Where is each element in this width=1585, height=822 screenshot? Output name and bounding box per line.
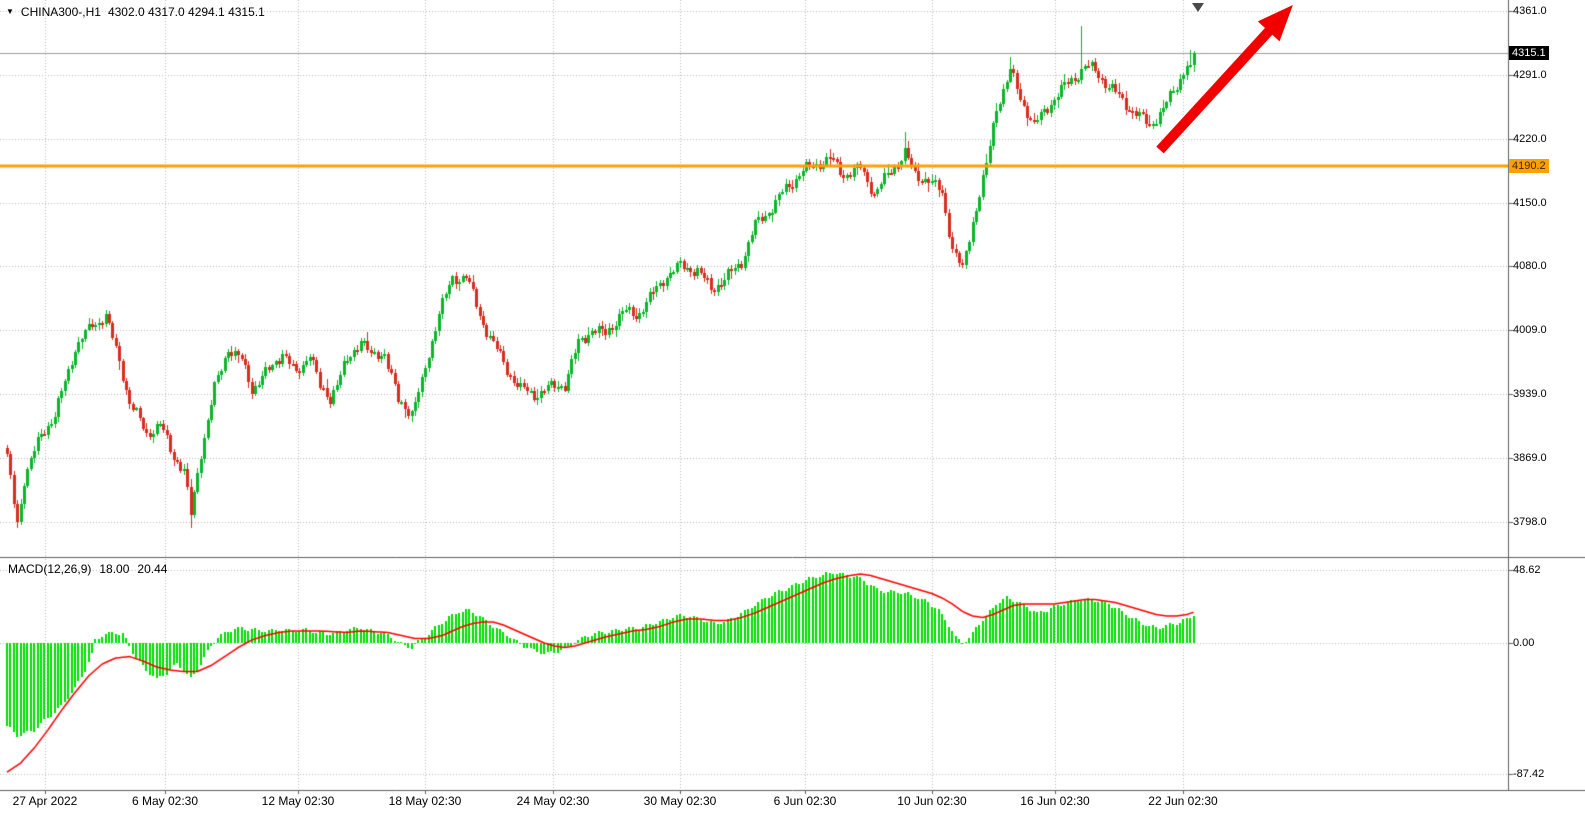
price-tick-label: 3939.0 (1513, 388, 1547, 401)
price-tick-label: 4009.0 (1513, 324, 1547, 337)
price-tick-label: 3798.0 (1513, 516, 1547, 528)
date-tick-label: 22 Jun 02:30 (1148, 794, 1218, 808)
price-tick-label: 4080.0 (1513, 260, 1547, 273)
symbol-name: CHINA300-,H1 (20, 5, 101, 19)
date-tick-label: 12 May 02:30 (261, 794, 335, 808)
date-tick-label: 24 May 02:30 (516, 794, 590, 808)
price-tick-label: 4361.0 (1513, 5, 1547, 17)
date-tick-label: 6 Jun 02:30 (773, 794, 837, 808)
price-tick-label: 4291.0 (1513, 68, 1547, 81)
date-tick-label: 16 Jun 02:30 (1020, 794, 1090, 808)
date-tick-label: 6 May 02:30 (131, 794, 199, 808)
price-tick-label: 4150.0 (1513, 196, 1547, 209)
price-tick-label: 3869.0 (1513, 451, 1547, 464)
chart-shift-icon[interactable] (1192, 3, 1204, 12)
symbol-header: ▼ CHINA300-,H1 4302.0 4317.0 4294.1 4315… (6, 5, 265, 19)
price-tick-label: 4220.0 (1513, 132, 1547, 145)
current-price-badge: 4315.1 (1509, 45, 1549, 60)
macd-label: MACD(12,26,9) (8, 562, 92, 576)
hline-price-badge: 4190.2 (1509, 159, 1549, 174)
chart-dropdown-icon[interactable]: ▼ (6, 7, 14, 16)
macd-tick-label: 0.00 (1513, 637, 1535, 649)
ohlc-values: 4302.0 4317.0 4294.1 4315.1 (107, 5, 265, 19)
date-tick-label: 30 May 02:30 (643, 794, 717, 808)
macd-tick-label: -87.42 (1513, 768, 1545, 781)
date-tick-label: 18 May 02:30 (388, 794, 462, 808)
date-tick-label: 10 Jun 02:30 (897, 794, 967, 808)
macd-signal-value: 20.44 (137, 562, 168, 576)
macd-tick-label: 48.62 (1513, 563, 1541, 576)
macd-main-value: 18.00 (99, 562, 130, 576)
trend-arrow[interactable] (1150, 0, 1310, 160)
date-tick-label: 27 Apr 2022 (12, 794, 78, 808)
macd-header: MACD(12,26,9) 18.00 20.44 (8, 562, 167, 576)
